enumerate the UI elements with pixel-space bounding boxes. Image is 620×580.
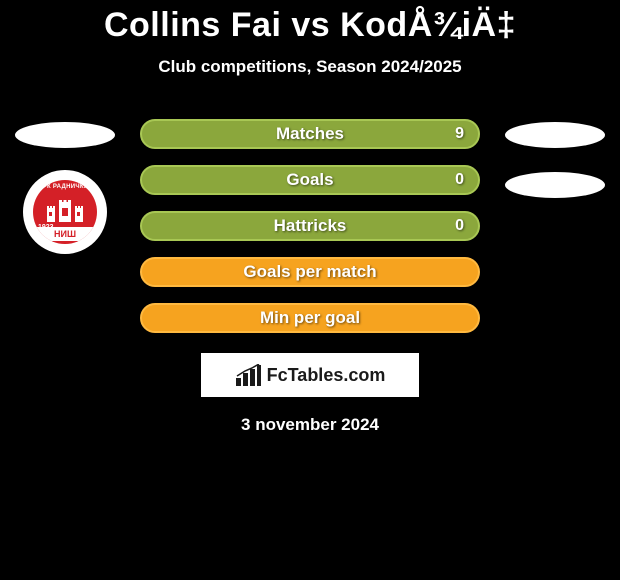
stat-value: 0 xyxy=(455,217,464,235)
badge-top-text: ФК РАДНИЧКИ xyxy=(33,184,97,190)
stat-row-goals: Goals 0 xyxy=(140,165,480,195)
stat-label: Matches xyxy=(276,124,344,144)
right-pill-2 xyxy=(505,172,605,198)
stat-row-hattricks: Hattricks 0 xyxy=(140,211,480,241)
stat-value: 0 xyxy=(455,171,464,189)
stat-row-goals-per-match: Goals per match xyxy=(140,257,480,287)
page-title: Collins Fai vs KodÅ¾iÄ‡ xyxy=(0,0,620,45)
right-player-column xyxy=(500,122,610,198)
club-badge: ФК РАДНИЧКИ 1923 НИШ xyxy=(23,170,107,254)
stat-row-matches: Matches 9 xyxy=(140,119,480,149)
left-pill xyxy=(15,122,115,148)
stat-label: Hattricks xyxy=(274,216,347,236)
date-text: 3 november 2024 xyxy=(0,415,620,435)
brand-name: FcTables.com xyxy=(267,365,386,386)
club-badge-inner: ФК РАДНИЧКИ 1923 НИШ xyxy=(33,180,97,244)
left-player-column: ФК РАДНИЧКИ 1923 НИШ xyxy=(10,122,120,254)
right-pill-1 xyxy=(505,122,605,148)
stat-value: 9 xyxy=(455,125,464,143)
stat-row-min-per-goal: Min per goal xyxy=(140,303,480,333)
badge-city: НИШ xyxy=(33,227,97,241)
stat-label: Goals per match xyxy=(243,262,376,282)
chart-icon xyxy=(235,364,261,386)
castle-icon xyxy=(45,198,85,222)
subtitle: Club competitions, Season 2024/2025 xyxy=(0,57,620,77)
stat-label: Goals xyxy=(286,170,333,190)
brand-logo-box: FcTables.com xyxy=(201,353,419,397)
stat-label: Min per goal xyxy=(260,308,360,328)
